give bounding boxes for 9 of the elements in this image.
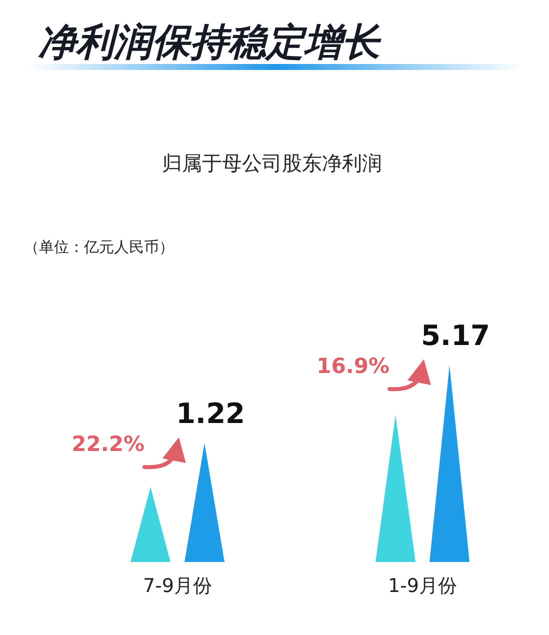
category-label: 7-9月份 bbox=[142, 575, 212, 597]
text: 16.9% bbox=[316, 354, 390, 378]
text: 22.2% bbox=[72, 432, 144, 456]
text: 归属于母公司股东净利润 bbox=[162, 151, 382, 175]
data-label: 1.22 bbox=[176, 397, 246, 430]
category-label: 1-9月份 bbox=[388, 575, 458, 597]
data-label: 5.17 bbox=[420, 319, 490, 352]
text: （单位：亿元人民币） bbox=[24, 238, 174, 256]
text: 净利润保持稳定增长 bbox=[38, 20, 382, 64]
